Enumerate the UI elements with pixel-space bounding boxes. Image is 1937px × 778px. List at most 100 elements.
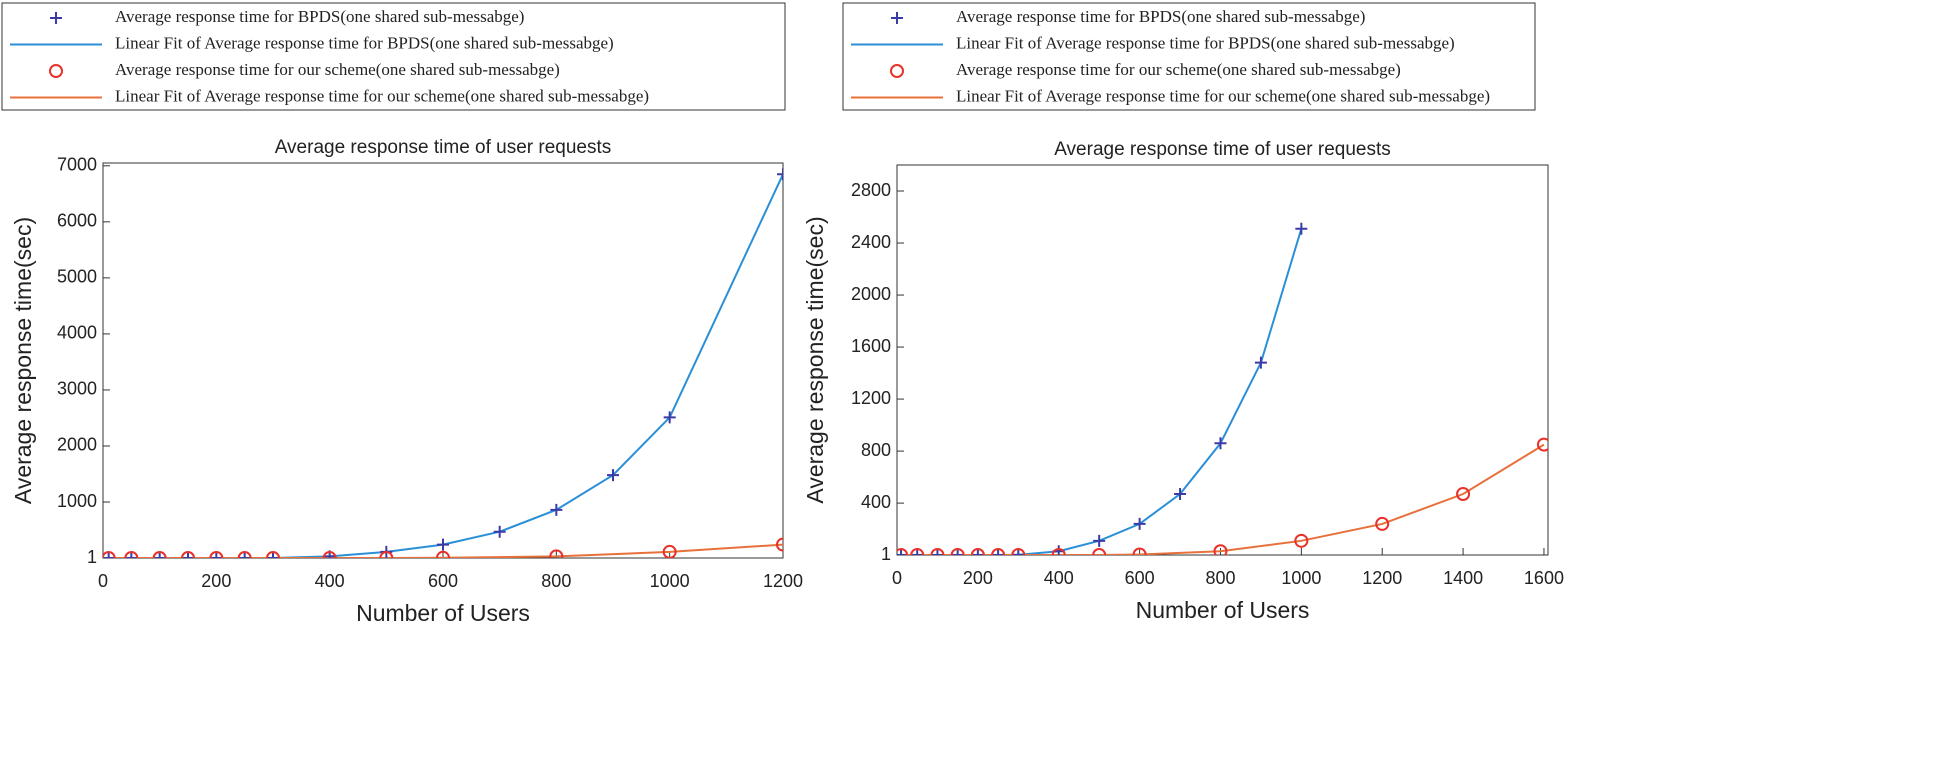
legend-label: Average response time for our scheme(one…	[115, 60, 560, 79]
data-point	[322, 551, 337, 558]
x-tick-label: 400	[1044, 568, 1074, 588]
fit-line	[108, 543, 783, 558]
y-axis-label: Average response time(sec)	[802, 216, 828, 503]
data-point	[1012, 548, 1025, 555]
data-point	[931, 549, 944, 555]
y-tick-label: 2000	[57, 435, 97, 455]
y-tick-label: 1200	[851, 388, 891, 408]
data-point	[1093, 534, 1106, 547]
y-tick-label: 6000	[57, 211, 97, 231]
data-point	[152, 551, 167, 558]
y-tick-label: 400	[861, 492, 891, 512]
data-point	[1294, 533, 1309, 548]
data-point	[897, 548, 909, 555]
data-point	[1214, 437, 1227, 450]
data-point	[379, 551, 394, 558]
data-point	[1133, 517, 1146, 530]
data-point	[930, 548, 945, 555]
plot-area	[897, 222, 1548, 555]
x-tick-label: 200	[963, 568, 993, 588]
data-point	[910, 548, 925, 555]
data-point	[210, 552, 223, 558]
data-point	[103, 552, 115, 558]
plot-frame	[102, 162, 784, 559]
legend-label: Linear Fit of Average response time for …	[115, 33, 614, 52]
data-point	[1174, 488, 1187, 501]
x-tick-label: 1600	[1524, 568, 1564, 588]
data-point	[971, 549, 984, 555]
data-point	[1213, 544, 1228, 555]
x-tick-label: 1200	[763, 571, 803, 591]
data-point	[1456, 487, 1471, 502]
data-point	[1132, 547, 1147, 555]
data-point	[1011, 548, 1026, 555]
data-point	[663, 411, 676, 424]
data-point	[991, 548, 1006, 555]
data-point	[1254, 356, 1267, 369]
y-tick-label: 1	[881, 544, 891, 564]
data-point	[182, 552, 194, 558]
chart-title: Average response time of user requests	[275, 137, 612, 158]
legend-label: Linear Fit of Average response time for …	[956, 33, 1455, 52]
y-tick-label: 800	[861, 440, 891, 460]
data-point	[266, 551, 280, 558]
data-point	[237, 551, 252, 558]
x-tick-label: 1200	[1362, 568, 1402, 588]
data-point	[153, 552, 166, 558]
x-tick-label: 800	[1205, 568, 1235, 588]
legend-box	[1, 2, 786, 111]
legend-marker	[890, 64, 904, 78]
x-tick-label: 400	[315, 571, 345, 591]
plot-area	[103, 168, 783, 558]
legend-label: Average response time for BPDS(one share…	[956, 7, 1365, 26]
x-tick-label: 200	[201, 571, 231, 591]
y-tick-label: 4000	[57, 323, 97, 343]
fit-line	[901, 443, 1545, 555]
x-tick-label: 1000	[1281, 568, 1321, 588]
legend-marker	[891, 12, 903, 24]
y-tick-label: 1600	[851, 336, 891, 356]
legend-label: Linear Fit of Average response time for …	[115, 86, 649, 105]
data-point	[950, 548, 965, 555]
data-point	[437, 538, 449, 551]
data-point	[436, 550, 450, 558]
data-point	[125, 552, 138, 558]
data-point	[1536, 437, 1548, 452]
data-point	[1092, 548, 1107, 555]
data-point	[911, 549, 924, 555]
x-tick-label: 0	[98, 571, 108, 591]
data-point	[550, 503, 563, 516]
y-tick-label: 2000	[851, 284, 891, 304]
data-point	[776, 537, 783, 552]
data-point	[897, 549, 908, 555]
y-tick-label: 2800	[851, 180, 891, 200]
y-tick-label: 5000	[57, 267, 97, 287]
data-point	[607, 469, 619, 482]
plot-frame	[896, 164, 1549, 556]
data-point	[124, 551, 139, 558]
data-point	[1051, 548, 1066, 555]
data-point	[1295, 222, 1308, 235]
chart-title: Average response time of user requests	[1054, 139, 1391, 160]
data-point	[970, 548, 985, 555]
data-point	[777, 168, 783, 181]
data-point	[662, 544, 677, 558]
data-point	[549, 549, 564, 558]
fit-line	[108, 173, 783, 558]
legend-label: Linear Fit of Average response time for …	[956, 86, 1490, 105]
data-point	[1375, 516, 1390, 531]
y-tick-label: 7000	[57, 155, 97, 175]
y-tick-label: 1000	[57, 491, 97, 511]
x-axis-label: Number of Users	[1136, 597, 1310, 623]
legend-label: Average response time for our scheme(one…	[956, 60, 1401, 79]
data-point	[493, 525, 506, 538]
data-point	[992, 549, 1005, 555]
data-point	[103, 551, 116, 558]
x-tick-label: 0	[892, 568, 902, 588]
data-point	[238, 552, 251, 558]
data-point	[951, 549, 964, 555]
data-point	[181, 551, 195, 558]
legend-marker	[50, 12, 62, 24]
y-tick-label: 3000	[57, 379, 97, 399]
data-point	[209, 551, 224, 558]
